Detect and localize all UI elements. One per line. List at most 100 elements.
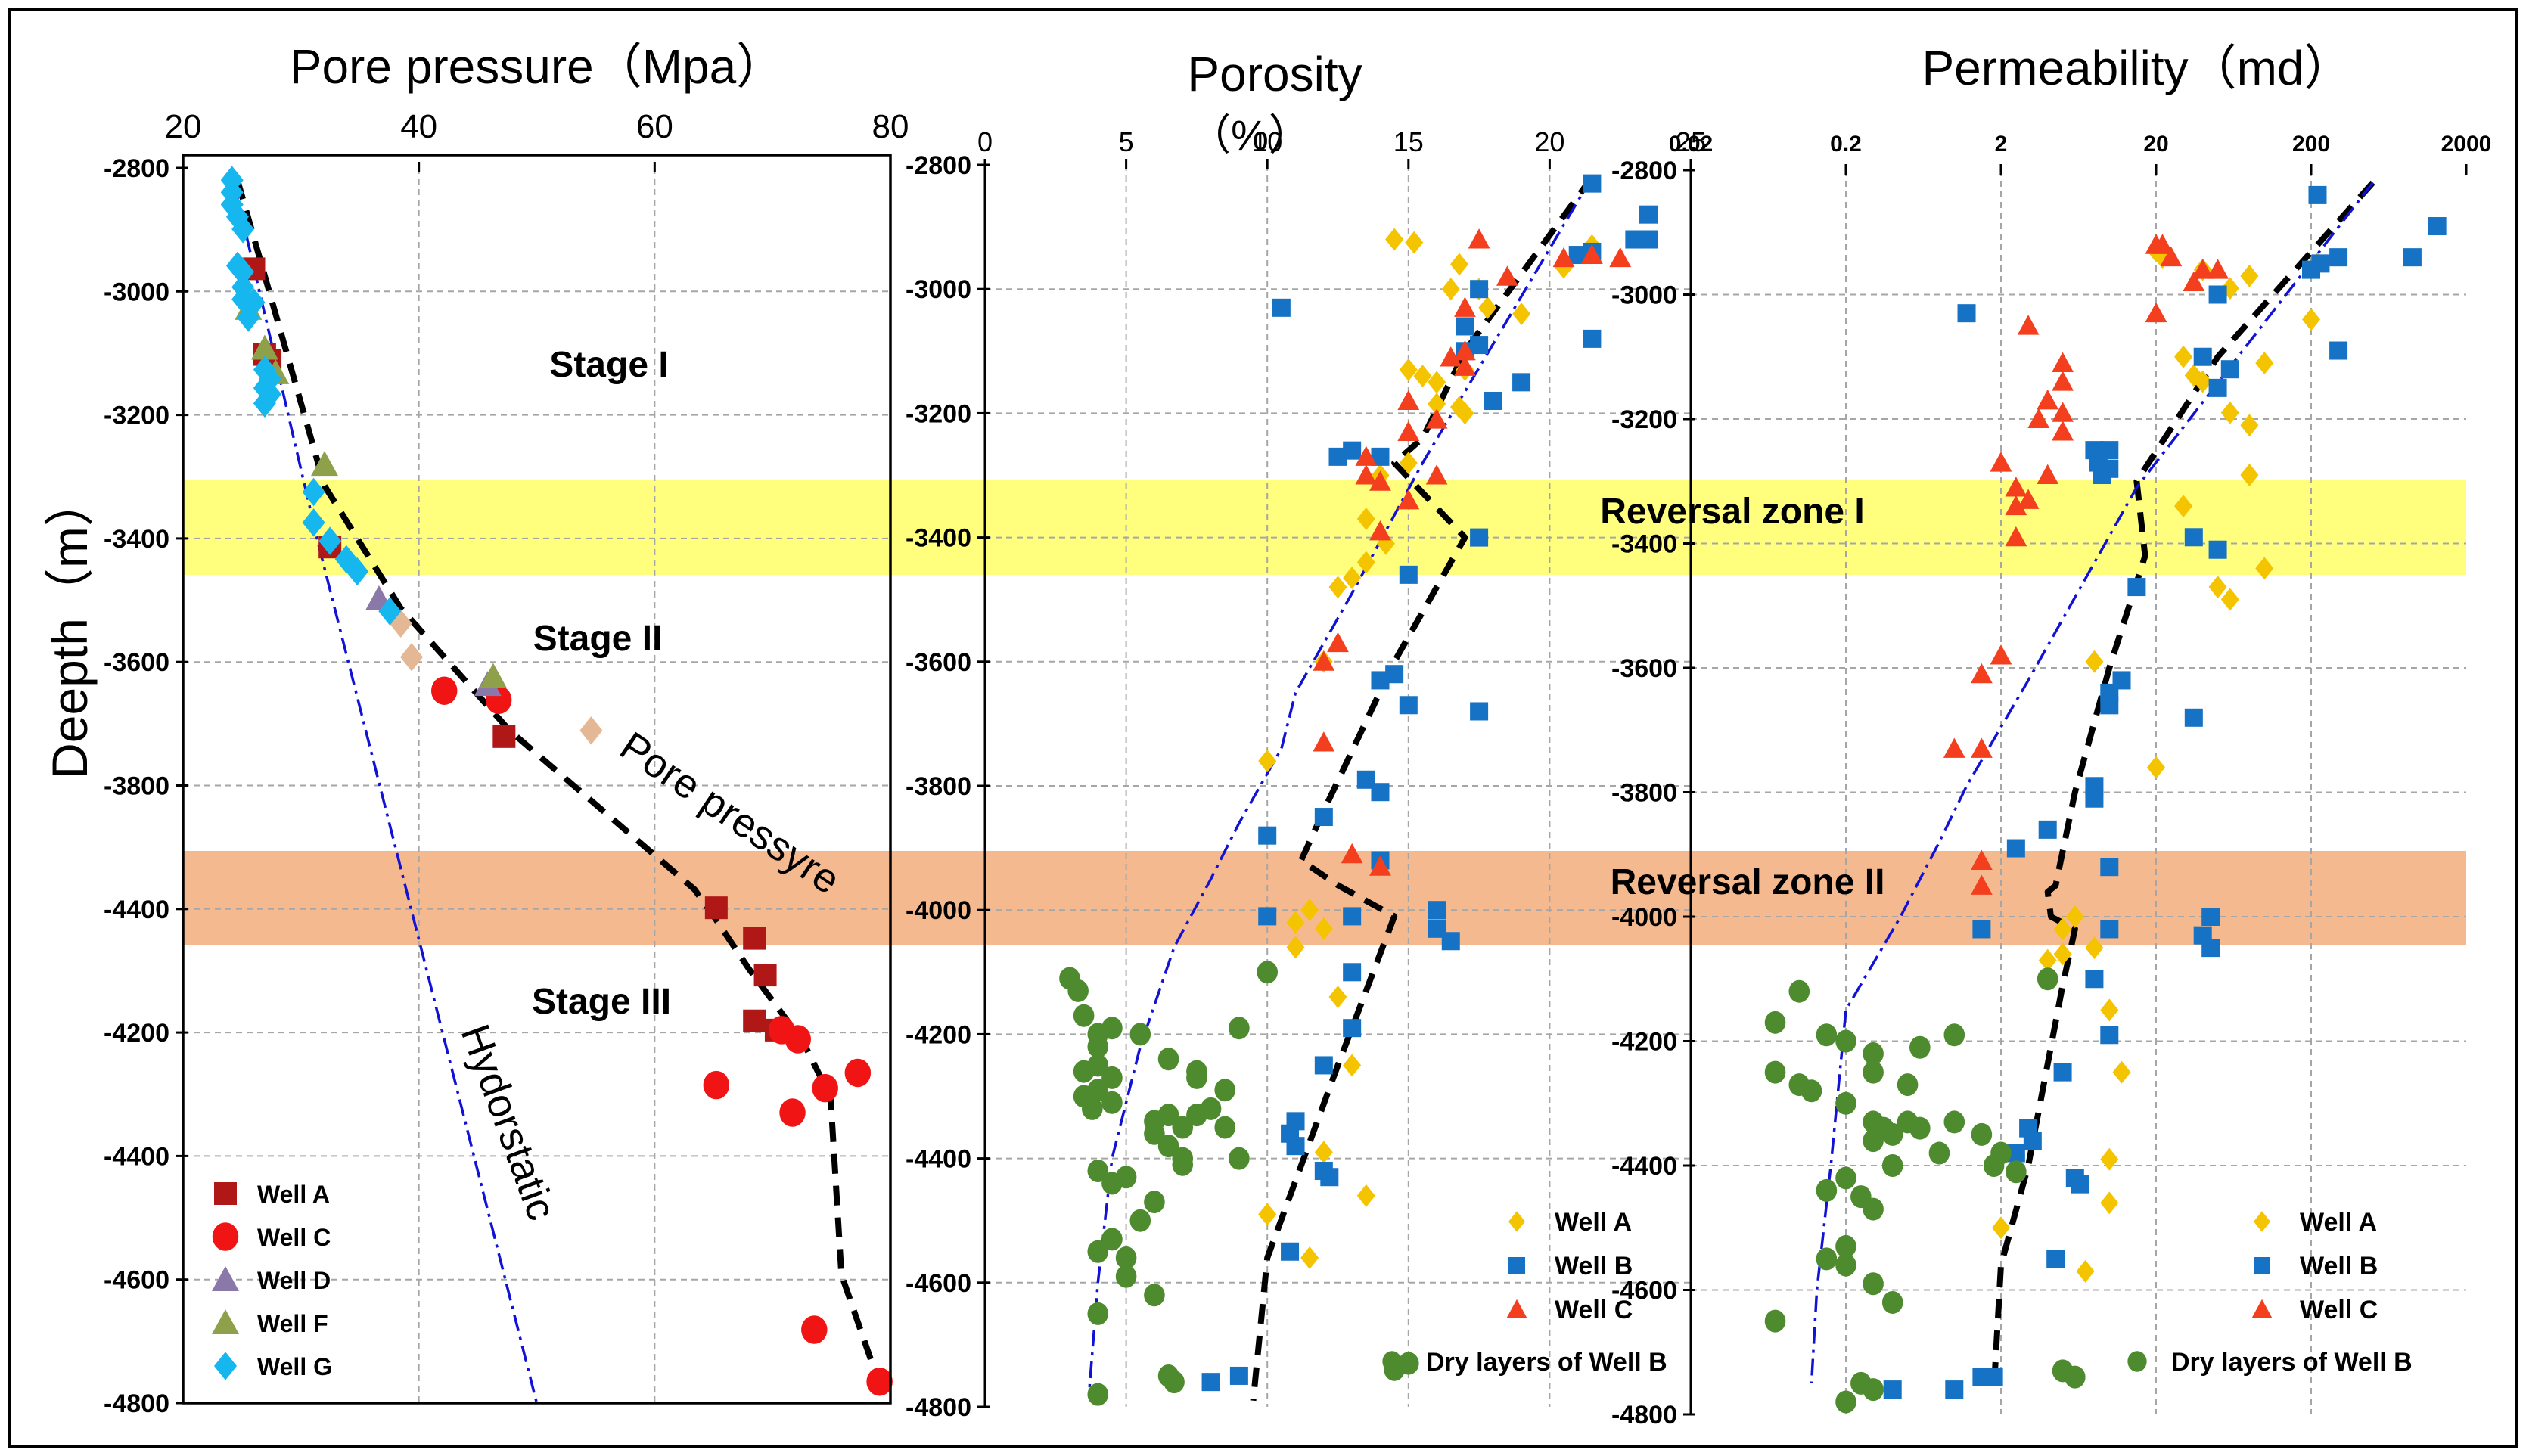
point-well-c — [1440, 346, 1462, 367]
point-well-b — [2085, 970, 2104, 989]
point-well-b — [1470, 702, 1489, 721]
point-well-b — [2208, 378, 2227, 397]
y-tick-label: -4800 — [1611, 1401, 1677, 1430]
y-tick-label: -3600 — [1611, 654, 1677, 683]
point-well-g — [237, 303, 260, 332]
point-dry-layers-of-well-b — [1863, 1060, 1884, 1084]
point-dry-layers-of-well-b — [1928, 1141, 1950, 1165]
point-dry-layers-of-well-b — [1897, 1073, 1919, 1097]
point-dry-layers-of-well-b — [1764, 1309, 1786, 1333]
point-dry-layers-of-well-b — [1835, 1390, 1856, 1414]
x-tick-label: 2000 — [2441, 132, 2492, 157]
legend-label-well-g: Well G — [257, 1353, 332, 1380]
point-well-b — [1441, 932, 1460, 951]
point-dry-layers-of-well-b — [1943, 1110, 1965, 1134]
point-well-g — [231, 215, 255, 244]
point-well-c — [2052, 371, 2074, 391]
point-well-a — [1286, 911, 1305, 934]
legend-marker-dry-layers-of-well-b — [2127, 1351, 2147, 1372]
point-dry-layers-of-well-b — [1087, 1079, 1109, 1102]
point-dry-layers-of-well-b — [1157, 1104, 1179, 1127]
point-dry-layers-of-well-b — [1172, 1153, 1194, 1176]
point-dry-layers-of-well-b — [1943, 1023, 1965, 1047]
y-tick-label: -4400 — [104, 1142, 169, 1171]
point-well-b — [2006, 839, 2025, 858]
point-dry-layers-of-well-b — [1835, 1166, 1856, 1190]
point-well-a — [1356, 551, 1375, 574]
point-well-b — [1314, 1056, 1333, 1075]
stage-3-label: Stage III — [532, 982, 671, 1022]
trend-line-dashdot — [1810, 182, 2374, 1383]
point-well-a — [704, 896, 728, 920]
legend-marker-well-g — [214, 1352, 237, 1380]
point-dry-layers-of-well-b — [1816, 1023, 1838, 1047]
point-well-c — [430, 676, 458, 705]
legend-label-well-f: Well F — [257, 1310, 328, 1337]
point-well-c — [1313, 650, 1335, 671]
point-well-a — [2255, 351, 2274, 374]
point-dry-layers-of-well-b — [1144, 1284, 1165, 1307]
stage-2-label: Stage II — [533, 619, 663, 659]
x-tick-label: 25 — [1676, 126, 1706, 157]
point-well-a — [1356, 1184, 1375, 1207]
trend-line-dashed — [1990, 180, 2375, 1390]
point-well-c — [2037, 389, 2059, 410]
y-tick-label: -2800 — [104, 154, 169, 183]
point-dry-layers-of-well-b — [1101, 1066, 1123, 1089]
point-dry-layers-of-well-b — [1229, 1147, 1250, 1170]
point-well-a — [1449, 253, 1468, 276]
point-dry-layers-of-well-b — [1087, 1240, 1109, 1263]
point-well-a — [1456, 402, 1474, 425]
point-well-a — [1385, 228, 1404, 251]
point-dry-layers-of-well-b — [1101, 1091, 1123, 1114]
point-well-a — [2193, 370, 2212, 393]
y-tick-label: -4000 — [906, 896, 971, 925]
point-well-b — [2071, 1175, 2089, 1194]
point-well-a — [2085, 650, 2104, 673]
x-tick-label: 80 — [872, 108, 909, 145]
point-well-c — [2183, 271, 2205, 292]
point-dry-layers-of-well-b — [2006, 1160, 2027, 1184]
legend-label-well-c: Well C — [2300, 1296, 2378, 1324]
point-well-b — [2302, 260, 2320, 279]
point-well-b — [2201, 908, 2220, 926]
point-dry-layers-of-well-b — [1129, 1023, 1151, 1046]
point-well-b — [1399, 696, 1418, 715]
point-well-g — [302, 508, 325, 537]
point-dry-layers-of-well-b — [1398, 1352, 1419, 1375]
point-dry-layers-of-well-b — [1863, 1272, 1884, 1296]
point-dry-layers-of-well-b — [1087, 1035, 1109, 1058]
x-tick-label: 200 — [2292, 132, 2330, 157]
point-well-a — [2255, 557, 2274, 580]
y-tick-label: -2800 — [906, 151, 971, 180]
point-well-c — [2005, 477, 2027, 497]
point-well-b — [1639, 230, 1658, 249]
point-well-b — [1470, 336, 1489, 355]
point-well-b — [2093, 466, 2111, 485]
point-dry-layers-of-well-b — [2037, 967, 2058, 991]
point-well-b — [2403, 248, 2422, 267]
y-tick-label: -4400 — [104, 896, 169, 924]
point-well-b — [1371, 783, 1390, 802]
x-tick-label: 20 — [1534, 126, 1564, 157]
point-well-a — [1314, 917, 1333, 940]
point-well-b — [2053, 1063, 2072, 1082]
legend-label-dry-layers-of-well-b: Dry layers of Well B — [1426, 1348, 1667, 1377]
point-well-a — [2100, 1147, 2119, 1171]
point-well-b — [2085, 789, 2104, 808]
point-well-a — [743, 1009, 766, 1032]
point-well-g — [302, 477, 325, 507]
point-well-b — [1385, 665, 1404, 684]
point-well-a — [2053, 942, 2072, 966]
point-dry-layers-of-well-b — [1164, 1371, 1185, 1394]
point-well-c — [866, 1367, 893, 1396]
point-dry-layers-of-well-b — [1863, 1378, 1884, 1402]
x-tick-label: 15 — [1393, 126, 1424, 157]
legend-label-well-a: Well A — [1555, 1208, 1632, 1237]
point-well-c — [2017, 315, 2040, 335]
point-well-b — [2184, 528, 2203, 547]
y-tick-label: -3200 — [1611, 405, 1677, 434]
point-dry-layers-of-well-b — [1214, 1116, 1236, 1139]
point-well-b — [2220, 360, 2239, 379]
point-dry-layers-of-well-b — [1172, 1116, 1194, 1139]
